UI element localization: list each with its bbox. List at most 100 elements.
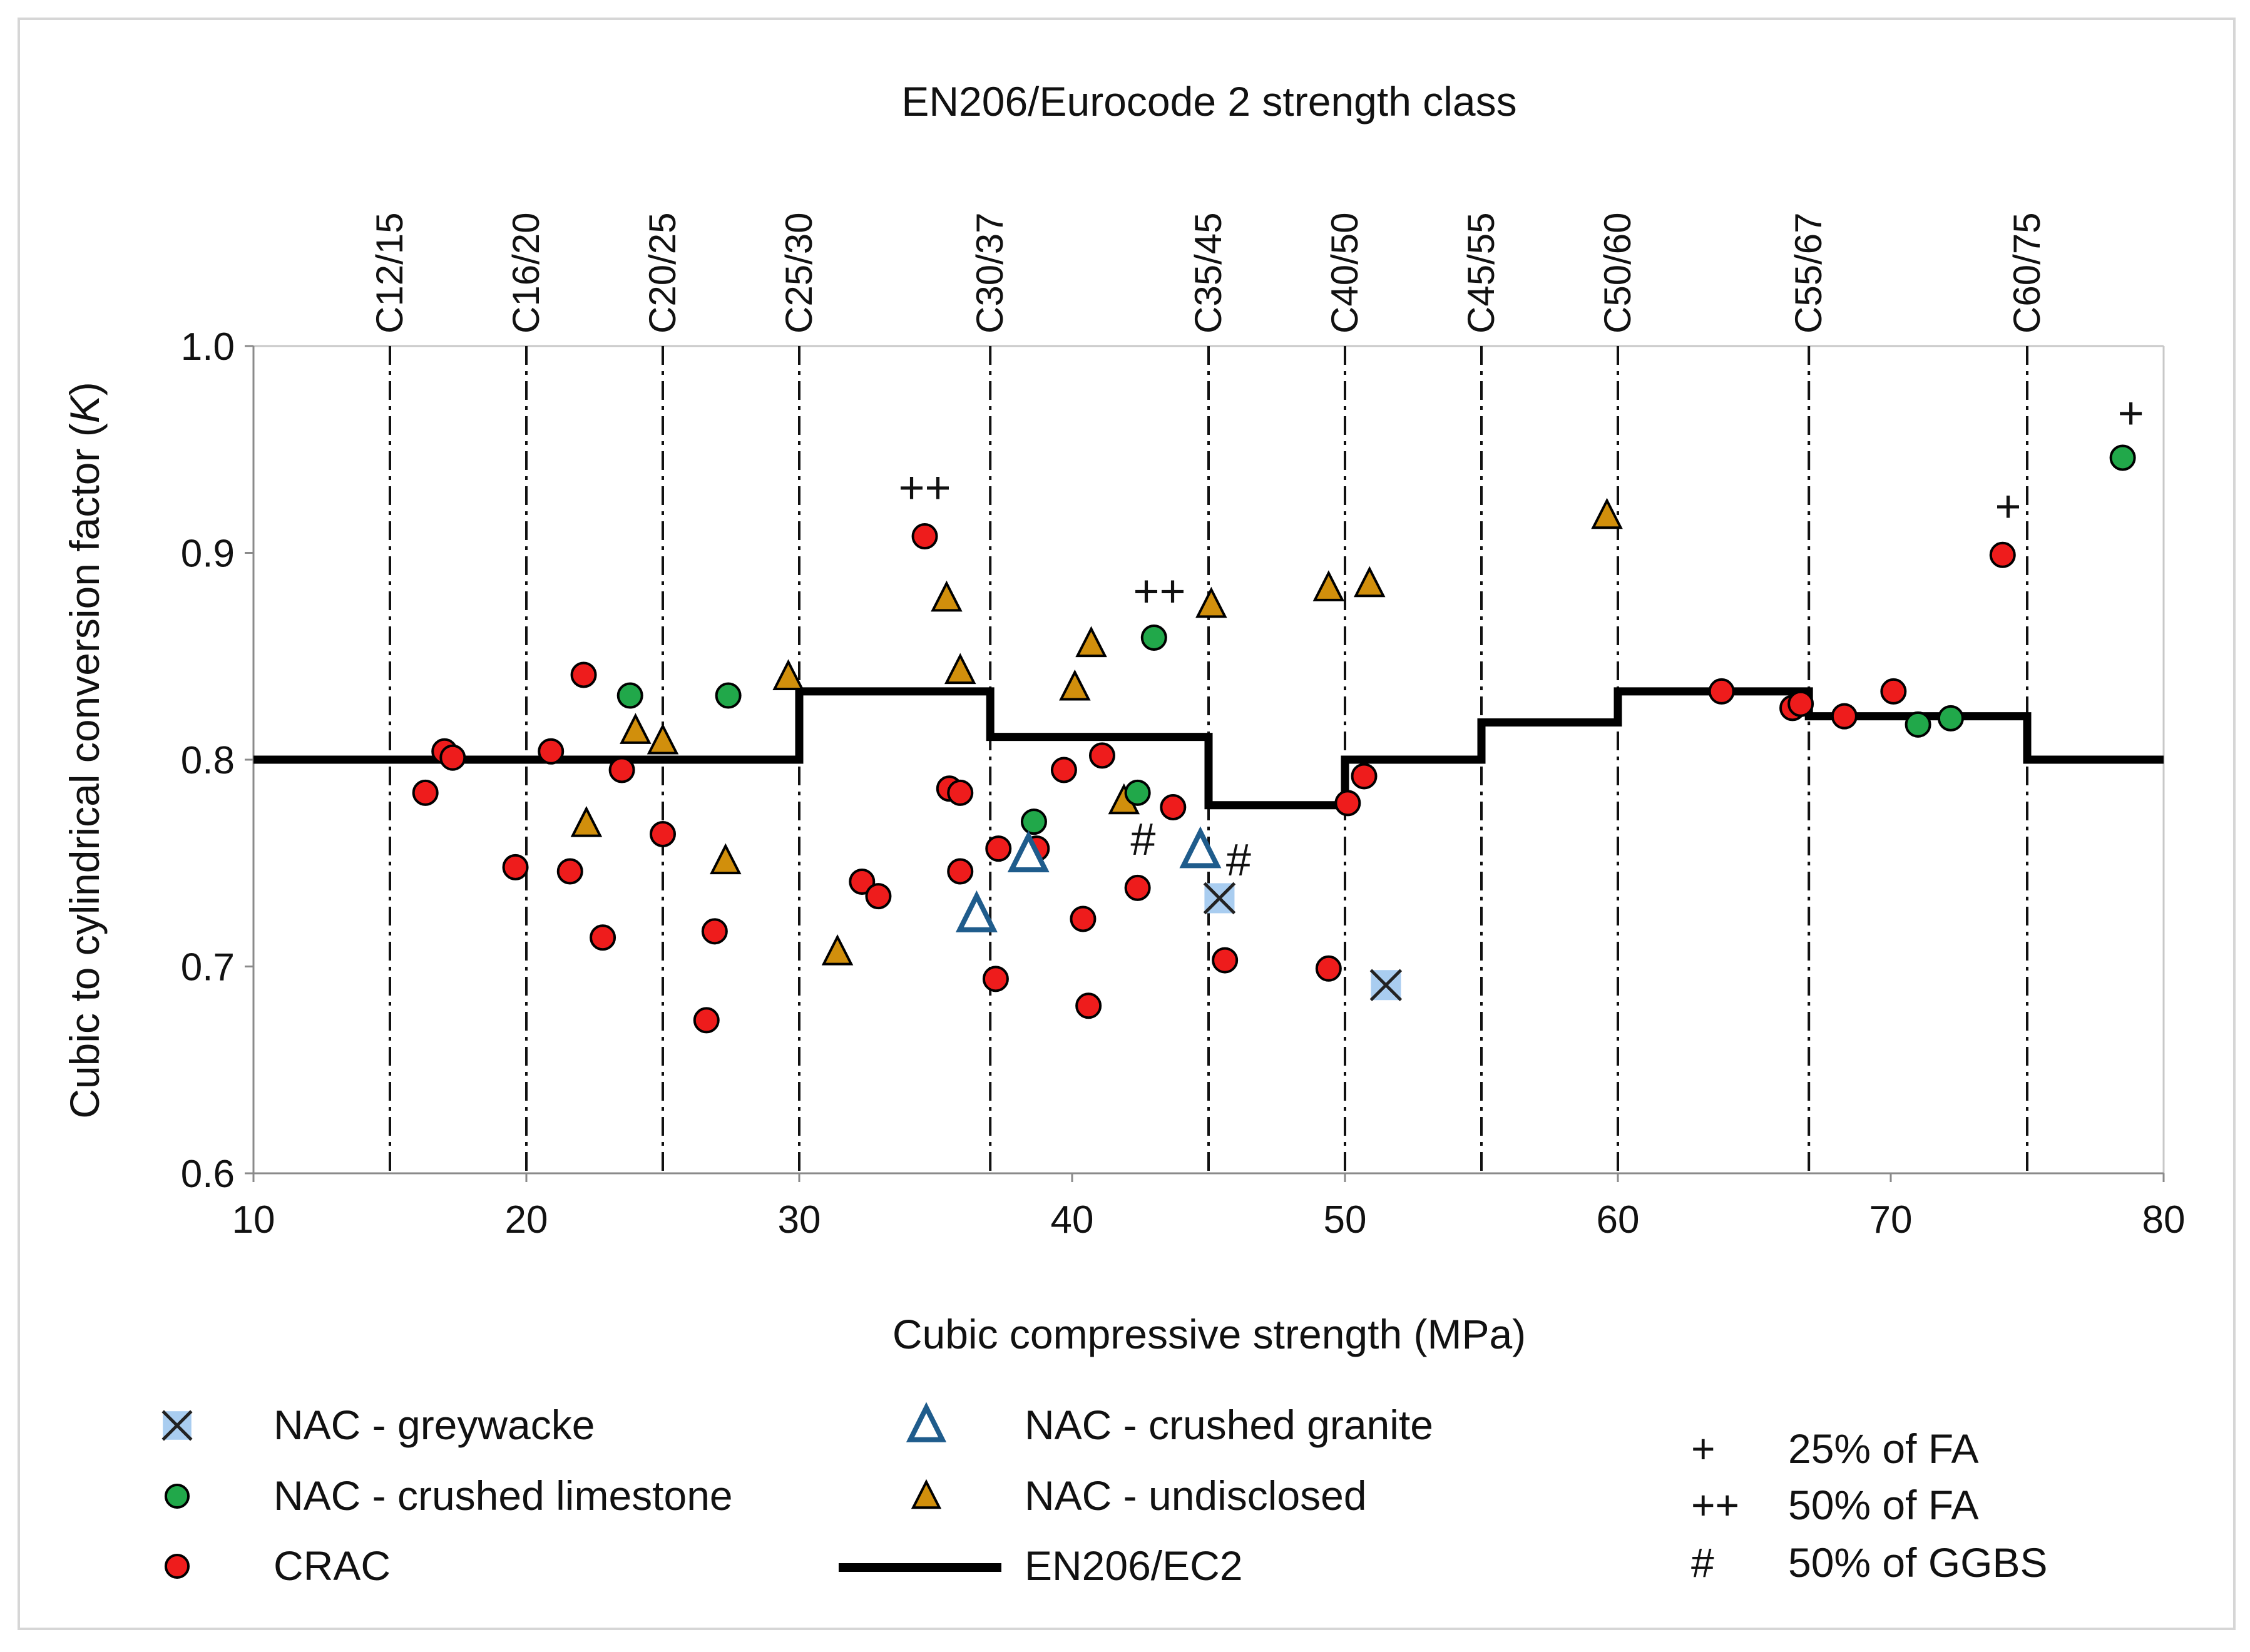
legend-swatch-marker-stroke-b xyxy=(161,1410,193,1441)
point-crac xyxy=(538,738,565,765)
point-nac-undisclosed xyxy=(1195,586,1227,618)
point-nac-crushed-limestone xyxy=(1937,705,1964,732)
y-axis-title-suffix: ) xyxy=(61,382,108,395)
strength-class-label: C35/45 xyxy=(1187,213,1229,334)
point-nac-undisclosed xyxy=(931,580,963,612)
point-nac-undisclosed xyxy=(772,659,804,690)
point-crac xyxy=(849,868,876,895)
legend-entry[interactable]: NAC - undisclosed xyxy=(911,1472,1367,1519)
point-crac xyxy=(1070,905,1097,932)
legend-label: NAC - crushed granite xyxy=(1025,1402,1433,1448)
chart-title: EN206/Eurocode 2 strength class xyxy=(901,78,1516,125)
point-crac xyxy=(1075,992,1102,1019)
point-crac xyxy=(1088,742,1115,769)
point-crac xyxy=(439,744,466,771)
point-crac xyxy=(1315,955,1342,982)
legend-label: NAC - greywacke xyxy=(274,1402,595,1448)
legend-label: CRAC xyxy=(274,1542,391,1589)
legend-label: NAC - undisclosed xyxy=(1025,1472,1367,1519)
point-nac-greywacke xyxy=(1203,882,1236,915)
strength-class-label: C25/30 xyxy=(778,213,820,334)
point-nac-greywacke xyxy=(1369,969,1403,1002)
point-nac-crushed-granite xyxy=(1007,830,1050,873)
point-nac-crushed-limestone xyxy=(1905,711,1931,738)
y-tick-label: 0.9 xyxy=(181,533,235,576)
symbol-note-text: 50% of GGBS xyxy=(1788,1539,2048,1586)
point-nac-crushed-limestone xyxy=(1124,779,1151,806)
point-crac xyxy=(1708,678,1735,705)
strength-class-label: C40/50 xyxy=(1324,213,1366,334)
x-tick-label: 10 xyxy=(232,1198,275,1242)
symbol-note-text: 25% of FA xyxy=(1788,1425,1979,1472)
legend-entry[interactable]: EN206/EC2 xyxy=(839,1542,1243,1589)
point-crac xyxy=(1880,678,1907,705)
x-tick-label: 30 xyxy=(778,1198,821,1242)
point-crac xyxy=(947,858,974,885)
strength-class-label: C45/55 xyxy=(1460,213,1502,334)
point-nac-crushed-limestone xyxy=(1020,808,1047,835)
legend-entry[interactable]: NAC - crushed granite xyxy=(906,1402,1433,1448)
x-tick-label: 20 xyxy=(505,1198,548,1242)
annotation-mark: + xyxy=(2118,389,2144,439)
strength-class-label: C50/60 xyxy=(1597,213,1639,334)
strength-class-label: C20/25 xyxy=(642,213,683,334)
point-nac-undisclosed xyxy=(710,843,742,875)
point-crac xyxy=(1351,763,1378,790)
point-crac xyxy=(570,661,597,688)
point-crac xyxy=(985,835,1012,862)
strength-class-label: C16/20 xyxy=(505,213,547,334)
symbol-note: ++ 50% of FA xyxy=(1691,1482,1979,1528)
point-nac-crushed-limestone xyxy=(616,682,643,709)
point-nac-undisclosed xyxy=(570,806,603,837)
point-nac-undisclosed xyxy=(1075,626,1107,658)
point-nac-undisclosed xyxy=(944,653,976,685)
point-nac-crushed-limestone xyxy=(1140,625,1167,651)
point-crac xyxy=(865,883,892,910)
x-tick-label: 60 xyxy=(1597,1198,1640,1242)
point-crac xyxy=(502,854,529,880)
legend-swatch-marker xyxy=(164,1553,190,1579)
point-nac-undisclosed xyxy=(821,934,854,966)
symbol-note-symbol: + xyxy=(1691,1425,1716,1472)
strength-class-label: C12/15 xyxy=(369,213,411,334)
legend-label: EN206/EC2 xyxy=(1025,1542,1243,1589)
legend-swatch-marker xyxy=(164,1483,190,1509)
legend-entry[interactable]: CRAC xyxy=(164,1542,391,1589)
y-tick-label: 1.0 xyxy=(181,325,235,369)
point-nac-undisclosed xyxy=(1059,669,1091,701)
point-nac-undisclosed xyxy=(1353,566,1386,598)
legend-entry[interactable]: NAC - crushed limestone xyxy=(164,1472,733,1519)
x-tick-label: 50 xyxy=(1324,1198,1367,1242)
point-nac-crushed-limestone xyxy=(715,682,742,709)
point-crac xyxy=(1989,541,2016,568)
symbol-note-symbol: # xyxy=(1691,1539,1714,1586)
y-tick-label: 0.8 xyxy=(181,739,235,782)
y-axis-title-prefix: Cubic to cylindrical conversion factor ( xyxy=(61,423,108,1118)
point-crac xyxy=(1831,703,1858,730)
x-tick-label: 70 xyxy=(1869,1198,1913,1242)
x-axis-title: Cubic compressive strength (MPa) xyxy=(892,1311,1526,1357)
legend-swatch-marker xyxy=(906,1402,947,1442)
point-crac xyxy=(650,820,676,847)
legend-entry[interactable]: NAC - greywacke xyxy=(161,1402,595,1448)
symbol-note-symbol: ++ xyxy=(1691,1482,1739,1528)
annotation-mark: ++ xyxy=(1133,566,1185,616)
point-crac xyxy=(701,918,728,945)
legend-swatch-marker xyxy=(161,1410,193,1441)
point-crac xyxy=(1212,947,1239,974)
symbol-note: #50% of GGBS xyxy=(1691,1539,2048,1586)
point-nac-undisclosed xyxy=(647,723,679,755)
strength-class-label: C60/75 xyxy=(2006,213,2048,334)
legend-label: NAC - crushed limestone xyxy=(274,1472,733,1519)
point-crac xyxy=(1050,757,1077,783)
x-tick-label: 80 xyxy=(2142,1198,2186,1242)
point-crac xyxy=(412,779,439,806)
point-crac xyxy=(1787,690,1814,717)
point-nac-undisclosed xyxy=(1591,497,1623,529)
point-nac-undisclosed xyxy=(620,713,652,744)
point-nac-greywacke-stroke-b xyxy=(1203,882,1236,915)
strength-class-label: C30/37 xyxy=(969,213,1011,334)
point-nac-undisclosed xyxy=(1312,570,1345,601)
